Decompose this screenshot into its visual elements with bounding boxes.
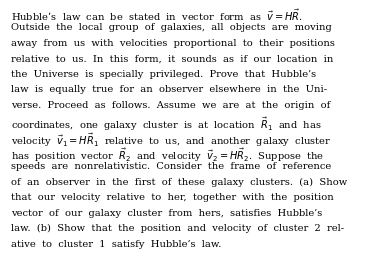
Text: speeds  are  nonrelativistic.  Consider  the  frame  of  reference: speeds are nonrelativistic. Consider the… — [11, 162, 331, 171]
Text: relative  to  us.  In  this  form,  it  sounds  as  if  our  location  in: relative to us. In this form, it sounds … — [11, 54, 333, 63]
Text: Hubble’s  law  can  be  stated  in  vector  form  as  $\vec{v} = H\vec{R}$.: Hubble’s law can be stated in vector for… — [11, 8, 303, 23]
Text: vector  of  our  galaxy  cluster  from  hers,  satisfies  Hubble’s: vector of our galaxy cluster from hers, … — [11, 209, 322, 218]
Text: that  our  velocity  relative  to  her,  together  with  the  position: that our velocity relative to her, toget… — [11, 193, 334, 202]
Text: law.  (b)  Show  that  the  position  and  velocity  of  cluster  2  rel-: law. (b) Show that the position and velo… — [11, 224, 344, 233]
Text: verse.  Proceed  as  follows.  Assume  we  are  at  the  origin  of: verse. Proceed as follows. Assume we are… — [11, 101, 330, 110]
Text: of  an  observer  in  the  first  of  these  galaxy  clusters.  (a)  Show: of an observer in the first of these gal… — [11, 178, 347, 187]
Text: law  is  equally  true  for  an  observer  elsewhere  in  the  Uni-: law is equally true for an observer else… — [11, 85, 327, 94]
Text: away  from  us  with  velocities  proportional  to  their  positions: away from us with velocities proportiona… — [11, 39, 335, 48]
Text: ative  to  cluster  1  satisfy  Hubble’s  law.: ative to cluster 1 satisfy Hubble’s law. — [11, 240, 222, 249]
Text: Outside  the  local  group  of  galaxies,  all  objects  are  moving: Outside the local group of galaxies, all… — [11, 23, 332, 32]
Text: velocity  $\vec{v}_1 = H\vec{R}_1$  relative  to  us,  and  another  galaxy  clu: velocity $\vec{v}_1 = H\vec{R}_1$ relati… — [11, 131, 331, 149]
Text: the  Universe  is  specially  privileged.  Prove  that  Hubble’s: the Universe is specially privileged. Pr… — [11, 70, 316, 79]
Text: has  position  vector  $\vec{R}_2$  and  velocity  $\vec{v}_2 = H\vec{R}_2$.  Su: has position vector $\vec{R}_2$ and velo… — [11, 147, 325, 164]
Text: coordinates,  one  galaxy  cluster  is  at  location  $\vec{R}_1$  and  has: coordinates, one galaxy cluster is at lo… — [11, 116, 322, 133]
